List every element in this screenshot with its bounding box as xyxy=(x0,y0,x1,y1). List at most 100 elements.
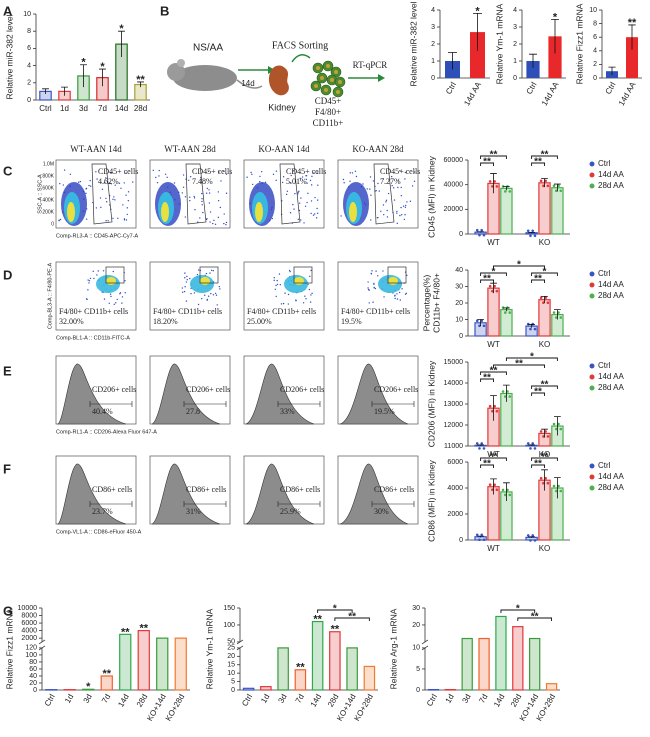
bar xyxy=(242,687,255,691)
x-tick-label: KO xyxy=(539,340,551,349)
flow-event xyxy=(92,270,94,273)
data-point xyxy=(546,435,550,438)
flow-event xyxy=(273,279,275,282)
flow-event xyxy=(310,294,312,296)
histogram xyxy=(245,363,315,425)
y-tick-label: 0 xyxy=(416,687,420,694)
x-tick-label: 3d xyxy=(79,104,88,113)
significance-label: ** xyxy=(348,612,356,623)
mouse-head xyxy=(167,63,185,81)
x-tick-label: 1d xyxy=(259,693,271,705)
y-tick-label: 30 xyxy=(412,605,420,612)
flow-plot-frame xyxy=(337,261,419,331)
gate xyxy=(183,401,227,407)
gate-value: 32.00% xyxy=(59,317,84,326)
flow-event xyxy=(287,303,290,305)
flow-event xyxy=(186,275,188,278)
significance-bracket xyxy=(493,265,545,269)
flow-event xyxy=(314,213,316,215)
data-point xyxy=(482,324,486,328)
flow-event xyxy=(393,199,396,201)
flow-event xyxy=(204,294,206,296)
error-bar xyxy=(628,24,636,50)
cell-nucleus xyxy=(334,70,338,74)
flow-event xyxy=(115,302,117,304)
flow-event xyxy=(275,179,277,182)
flow-event xyxy=(79,180,82,183)
data-point xyxy=(533,447,537,450)
schematic-text: F4/80+ xyxy=(315,107,341,117)
data-point xyxy=(482,233,486,237)
flow-event xyxy=(300,219,302,221)
flow-event xyxy=(197,269,200,271)
significance-bracket xyxy=(531,272,558,276)
data-point xyxy=(482,538,486,542)
bar xyxy=(156,637,169,691)
flow-plot-frame xyxy=(149,261,231,331)
flow-event xyxy=(413,171,416,173)
y-tick-label: 0 xyxy=(593,75,597,82)
legend-label: Ctrl xyxy=(598,361,611,370)
x-tick-label: 3d xyxy=(460,693,472,705)
flow-event xyxy=(201,197,203,200)
y-axis-label: Relative miR-382 level xyxy=(4,14,14,99)
flow-event xyxy=(96,178,98,180)
flow-event xyxy=(400,194,403,197)
legend-label: Ctrl xyxy=(598,159,611,168)
bar xyxy=(277,647,289,691)
y-axis-label: Relative Arg-1 mRNA xyxy=(388,608,398,689)
legend-label: 28d AA xyxy=(598,383,624,392)
error-bar xyxy=(554,416,561,436)
flow-event xyxy=(132,181,134,183)
significance-label: ** xyxy=(534,274,542,285)
gate-label: CD206+ cells xyxy=(92,385,136,394)
y-tick-label: 10000 xyxy=(18,605,38,612)
flow-event xyxy=(295,299,297,301)
x-tick-label: 14d xyxy=(115,104,128,113)
flow-event xyxy=(372,180,375,182)
flow-event xyxy=(354,170,357,172)
data-point xyxy=(491,409,494,413)
gate-value: 5.01% xyxy=(286,177,307,186)
x-tick-label: 7d xyxy=(98,104,107,113)
significance-label: * xyxy=(516,604,520,615)
flow-event xyxy=(185,300,188,302)
error-bar xyxy=(118,30,125,57)
significance-bracket xyxy=(531,385,558,389)
flow-event xyxy=(206,217,208,220)
flow-event xyxy=(102,270,105,272)
significance-label: * xyxy=(553,11,558,23)
flow-event xyxy=(404,178,406,180)
flow-event xyxy=(90,185,92,187)
flow-event xyxy=(276,279,278,282)
data-point xyxy=(533,327,537,331)
flow-axis-label: Comp-RL3-A :: CD45-APC-Cy7-A xyxy=(56,233,139,239)
flow-event xyxy=(391,184,393,187)
y-tick-label: 15000 xyxy=(444,359,464,366)
gate-value: 23.7% xyxy=(92,507,113,516)
bar xyxy=(100,675,113,691)
flow-event xyxy=(112,198,114,200)
data-point xyxy=(526,442,530,445)
data-point xyxy=(526,534,530,537)
flow-event xyxy=(219,206,222,209)
gate-value: 7.48% xyxy=(192,177,213,186)
significance-bracket xyxy=(480,371,507,375)
flow-event xyxy=(369,176,372,178)
flow-axis-label: Comp-RL1-A :: CD206-Alexa Fluor 647-A xyxy=(56,429,157,435)
data-point xyxy=(531,229,535,233)
flow-event xyxy=(125,219,128,221)
significance-bracket xyxy=(500,609,536,613)
flow-event xyxy=(225,192,228,194)
legend-marker xyxy=(589,172,595,178)
flow-event xyxy=(126,207,129,209)
flow-event xyxy=(103,182,106,184)
flow-event xyxy=(312,214,315,216)
histogram xyxy=(245,463,315,525)
data-point xyxy=(533,234,537,238)
legend-marker xyxy=(589,282,595,288)
flow-event xyxy=(386,209,388,212)
data-point xyxy=(503,395,507,398)
flow-event xyxy=(214,292,217,295)
flow-event xyxy=(212,270,215,272)
